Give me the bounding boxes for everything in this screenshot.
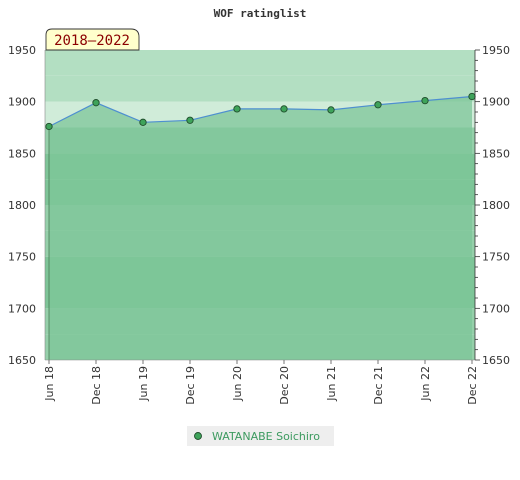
data-point — [92, 99, 100, 107]
right-y-axis: 1650 1700 1750 1800 1850 1900 1950 — [474, 44, 510, 367]
left-y-axis: 1650 1700 1750 1800 1850 1900 1950 — [8, 44, 46, 367]
x-tick-label: Dec 18 — [90, 366, 103, 405]
data-markers — [45, 92, 476, 131]
x-tick-label: Jun 22 — [419, 366, 432, 402]
left-tick-label: 1950 — [8, 44, 36, 57]
legend[interactable]: WATANABE Soichiro — [187, 426, 334, 446]
background-band — [45, 75, 475, 102]
data-point — [233, 105, 241, 113]
data-point — [421, 96, 429, 105]
data-point — [374, 101, 382, 109]
chart-title: WOF ratinglist — [214, 7, 307, 20]
x-tick-label: Dec 21 — [372, 366, 385, 405]
data-point — [280, 105, 288, 113]
x-tick-label: Dec 20 — [278, 366, 291, 405]
left-tick-label: 1800 — [8, 199, 36, 212]
right-tick-label: 1950 — [482, 44, 510, 57]
left-tick-label: 1700 — [8, 302, 36, 315]
right-tick-label: 1750 — [482, 251, 510, 264]
period-badge-label: 2018–2022 — [54, 33, 130, 49]
right-tick-label: 1850 — [482, 147, 510, 160]
right-tick-label: 1650 — [482, 354, 510, 367]
x-tick-label: Jun 20 — [231, 366, 244, 402]
data-point — [186, 116, 194, 124]
x-tick-label: Jun 21 — [325, 366, 338, 402]
rating-line — [48, 95, 473, 128]
rating-area — [49, 96, 472, 360]
data-point — [139, 118, 147, 126]
period-badge-box — [45, 28, 140, 51]
x-tick-label: Dec 22 — [466, 366, 479, 405]
x-tick-label: Jun 19 — [137, 366, 150, 402]
left-tick-label: 1650 — [8, 354, 36, 367]
data-point — [45, 122, 53, 131]
left-tick-label: 1850 — [8, 147, 36, 160]
right-tick-label: 1800 — [482, 199, 510, 212]
right-tick-label: 1700 — [482, 302, 510, 315]
x-axis: Jun 18 Dec 18 Jun 19 Dec 19 Jun 20 Dec 20 Jun … — [43, 359, 479, 405]
data-point — [468, 92, 476, 101]
period-badge: 2018–2022 — [45, 28, 140, 51]
x-tick-label: Jun 18 — [43, 366, 56, 402]
data-point — [327, 106, 335, 114]
left-tick-label: 1900 — [8, 96, 36, 109]
left-tick-label: 1750 — [8, 251, 36, 264]
legend-box — [187, 426, 334, 446]
legend-marker-icon — [194, 432, 202, 440]
right-tick-label: 1900 — [482, 96, 510, 109]
legend-series-name: WATANABE Soichiro — [212, 430, 320, 443]
background-band — [45, 50, 475, 76]
x-tick-label: Dec 19 — [184, 366, 197, 405]
